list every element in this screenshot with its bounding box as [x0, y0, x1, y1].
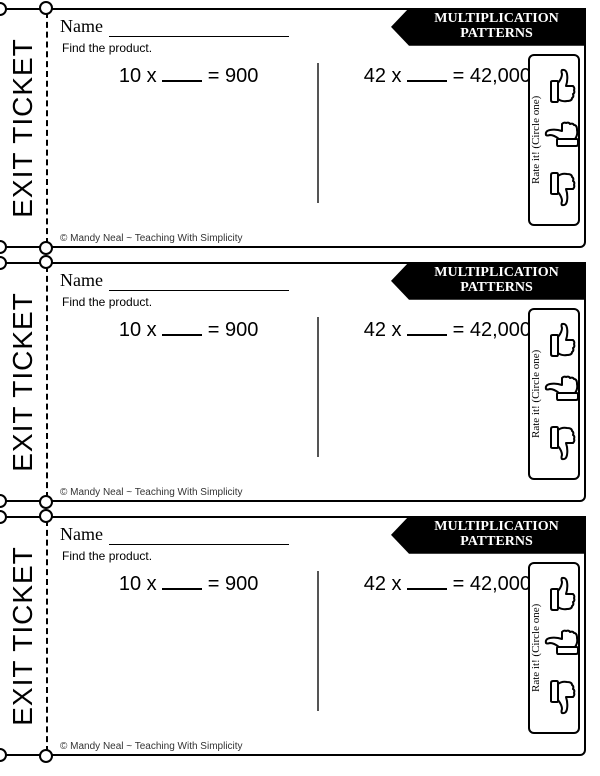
thumbs-up-icon[interactable] — [544, 64, 576, 109]
problems-area: 10 x = 900 42 x = 42,000 — [60, 61, 576, 211]
thumbs-side-icon[interactable] — [544, 625, 576, 670]
name-input-line[interactable] — [109, 19, 289, 37]
banner-line1: MULTIPLICATION — [434, 519, 558, 534]
name-input-line[interactable] — [109, 273, 289, 291]
name-label: Name — [60, 524, 103, 545]
problem-1: 10 x = 900 — [60, 61, 317, 211]
copyright-text: © Mandy Neal ~ Teaching With Simplicity — [60, 231, 576, 244]
answer-blank[interactable] — [407, 80, 447, 82]
ticket-stub: EXIT TICKET — [0, 264, 46, 500]
title-banner: MULTIPLICATION PATTERNS — [391, 8, 586, 46]
exit-ticket: EXIT TICKET MULTIPLICATION PATTERNS Name… — [0, 8, 586, 248]
thumbs-up-icon[interactable] — [544, 318, 576, 363]
worksheet-page: EXIT TICKET MULTIPLICATION PATTERNS Name… — [0, 0, 600, 776]
stub-label: EXIT TICKET — [7, 546, 39, 726]
ticket-main: MULTIPLICATION PATTERNS Name Find the pr… — [46, 518, 584, 754]
title-banner: MULTIPLICATION PATTERNS — [391, 262, 586, 300]
banner-line2: PATTERNS — [460, 280, 533, 295]
stub-label: EXIT TICKET — [7, 292, 39, 472]
rating-thumbs — [542, 56, 578, 224]
ticket-main: MULTIPLICATION PATTERNS Name Find the pr… — [46, 10, 584, 246]
banner-line1: MULTIPLICATION — [434, 11, 558, 26]
ticket-stub: EXIT TICKET — [0, 10, 46, 246]
thumbs-side-icon[interactable] — [544, 117, 576, 162]
name-label: Name — [60, 16, 103, 37]
answer-blank[interactable] — [162, 80, 202, 82]
copyright-text: © Mandy Neal ~ Teaching With Simplicity — [60, 739, 576, 752]
title-banner: MULTIPLICATION PATTERNS — [391, 516, 586, 554]
rating-thumbs — [542, 310, 578, 478]
copyright-text: © Mandy Neal ~ Teaching With Simplicity — [60, 485, 576, 498]
rating-thumbs — [542, 564, 578, 732]
answer-blank[interactable] — [407, 588, 447, 590]
answer-blank[interactable] — [162, 588, 202, 590]
problem-1: 10 x = 900 — [60, 315, 317, 465]
name-input-line[interactable] — [109, 527, 289, 545]
thumbs-up-icon[interactable] — [544, 572, 576, 617]
thumbs-side-icon[interactable] — [544, 371, 576, 416]
banner-line2: PATTERNS — [460, 26, 533, 41]
banner-line2: PATTERNS — [460, 534, 533, 549]
banner-line1: MULTIPLICATION — [434, 265, 558, 280]
problem-1: 10 x = 900 — [60, 569, 317, 719]
problems-area: 10 x = 900 42 x = 42,000 — [60, 315, 576, 465]
thumbs-down-icon[interactable] — [544, 425, 576, 470]
ticket-main: MULTIPLICATION PATTERNS Name Find the pr… — [46, 264, 584, 500]
thumbs-down-icon[interactable] — [544, 171, 576, 216]
rating-box: Rate it! (Circle one) — [528, 308, 580, 480]
exit-ticket: EXIT TICKET MULTIPLICATION PATTERNS Name… — [0, 516, 586, 756]
rating-box: Rate it! (Circle one) — [528, 562, 580, 734]
name-label: Name — [60, 270, 103, 291]
exit-ticket: EXIT TICKET MULTIPLICATION PATTERNS Name… — [0, 262, 586, 502]
stub-label: EXIT TICKET — [7, 38, 39, 218]
problems-area: 10 x = 900 42 x = 42,000 — [60, 569, 576, 719]
ticket-stub: EXIT TICKET — [0, 518, 46, 754]
answer-blank[interactable] — [407, 334, 447, 336]
rating-box: Rate it! (Circle one) — [528, 54, 580, 226]
answer-blank[interactable] — [162, 334, 202, 336]
thumbs-down-icon[interactable] — [544, 679, 576, 724]
